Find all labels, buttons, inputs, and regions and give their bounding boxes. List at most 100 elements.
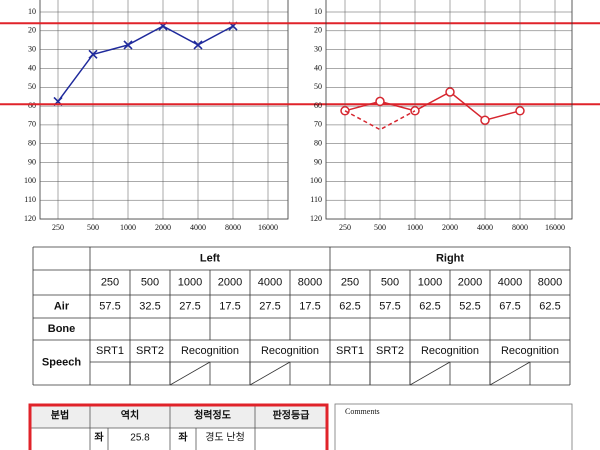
frequency-header: 2000 (458, 276, 482, 288)
audiogram: 10 20 30 40 50 60 70 80 90 100 110 120 250 500 1000 200… (24, 0, 289, 232)
x-tick-label: 4000 (190, 223, 206, 232)
speech-cell: SRT1 (336, 345, 364, 357)
y-tick-label: 40 (28, 63, 36, 72)
y-tick-label: 10 (28, 7, 36, 16)
audiometry-table: Left Right 250 500 1000 2000 4000 8000 250 500 100… (32, 246, 571, 386)
marker-o (515, 106, 525, 116)
speech-cell: Recognition (261, 345, 319, 357)
summary-header: 분법 (51, 409, 69, 422)
marker-x (193, 40, 203, 50)
marker-x (123, 40, 133, 50)
y-tick-label: 20 (314, 26, 322, 35)
cell-value: 62.5 (539, 300, 560, 312)
side-header: Left (200, 252, 221, 264)
y-tick-label: 20 (28, 26, 36, 35)
y-tick-label: 80 (314, 139, 322, 148)
cell-value: 67.5 (499, 300, 520, 312)
diagonal (249, 361, 291, 386)
x-tick-label: 500 (87, 223, 99, 232)
summary-cell: 좌 (178, 431, 188, 444)
speech-cell: SRT1 (96, 345, 124, 357)
y-tick-label: 100 (310, 176, 322, 185)
summary-cell: 25.8 (130, 433, 150, 444)
cell-value: 57.5 (379, 300, 400, 312)
cell-value: 27.5 (179, 300, 200, 312)
x-tick-label: 16000 (258, 223, 278, 232)
y-tick-label: 90 (28, 157, 36, 166)
x-tick-label: 250 (52, 223, 64, 232)
marker-o (375, 96, 385, 107)
y-tick-label: 10 (314, 7, 322, 16)
cell-value: 32.5 (139, 300, 160, 312)
row-label: Bone (48, 323, 76, 335)
y-tick-label: 110 (310, 195, 322, 204)
cell-value: 17.5 (299, 300, 320, 312)
x-tick-label: 1000 (407, 223, 423, 232)
cell-value: 52.5 (459, 300, 480, 312)
audiogram: 10 20 30 40 50 60 70 80 90 100 110 120 250 500 1000 200… (310, 0, 573, 232)
y-tick-label: 100 (24, 176, 36, 185)
speech-cell: SRT2 (136, 345, 164, 357)
frequency-header: 8000 (298, 276, 322, 288)
summary-outline (28, 403, 329, 450)
frequency-header: 1000 (178, 276, 202, 288)
summary-header: 청력정도 (194, 409, 231, 422)
y-tick-label: 60 (314, 101, 322, 110)
y-tick-label: 40 (314, 63, 322, 72)
frequency-header: 500 (141, 276, 159, 288)
diagonal (409, 361, 451, 386)
frequency-header: 1000 (418, 276, 442, 288)
x-tick-label: 4000 (477, 223, 493, 232)
y-tick-label: 80 (28, 139, 36, 148)
summary-header: 역치 (121, 409, 139, 422)
frequency-header: 250 (341, 276, 359, 288)
x-tick-label: 2000 (155, 223, 171, 232)
y-tick-label: 30 (314, 44, 322, 53)
marker-o (445, 87, 455, 97)
summary-cell: 경도 난청 (205, 431, 245, 444)
diagonal (169, 361, 211, 386)
speech-cell: Recognition (421, 345, 479, 357)
side-header: Right (436, 252, 464, 264)
speech-cell: SRT2 (376, 345, 404, 357)
frequency-header: 4000 (258, 276, 282, 288)
x-tick-label: 1000 (120, 223, 136, 232)
cell-value: 62.5 (339, 300, 360, 312)
y-tick-label: 30 (28, 44, 36, 53)
y-tick-label: 50 (314, 82, 322, 91)
speech-cell: Recognition (181, 345, 239, 357)
y-tick-label: 90 (314, 157, 322, 166)
x-tick-label: 250 (339, 223, 351, 232)
summary-cell: 좌 (94, 431, 104, 444)
cell-value: 57.5 (99, 300, 120, 312)
x-tick-label: 500 (374, 223, 386, 232)
marker-o (480, 115, 490, 125)
summary-header: 판정등급 (273, 409, 310, 422)
y-tick-label: 120 (310, 214, 322, 223)
x-tick-label: 16000 (545, 223, 565, 232)
frequency-header: 8000 (538, 276, 562, 288)
comments-label: Comments (345, 407, 380, 416)
frequency-header: 500 (381, 276, 399, 288)
plot-frame (39, 0, 289, 220)
frequency-header: 2000 (218, 276, 242, 288)
series-line (344, 91, 521, 122)
frequency-header: 4000 (498, 276, 522, 288)
cell-value: 62.5 (419, 300, 440, 312)
plot-frame (325, 0, 573, 220)
y-tick-label: 70 (28, 120, 36, 129)
comments-box (334, 403, 573, 450)
y-tick-label: 70 (314, 120, 322, 129)
y-tick-label: 50 (28, 82, 36, 91)
y-tick-label: 60 (28, 101, 36, 110)
frequency-header: 250 (101, 276, 119, 288)
cell-value: 17.5 (219, 300, 240, 312)
series-line (57, 25, 234, 102)
x-tick-label: 2000 (442, 223, 458, 232)
row-label: Air (54, 300, 70, 312)
row-label: Speech (42, 356, 81, 368)
y-tick-label: 120 (24, 214, 36, 223)
